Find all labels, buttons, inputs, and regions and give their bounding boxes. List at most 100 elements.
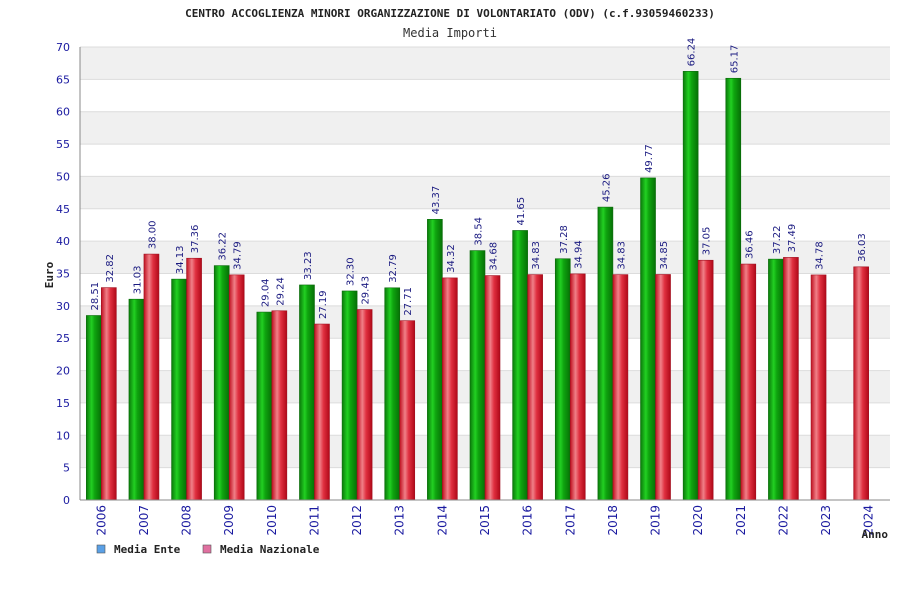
bar-media-nazionale-2013 — [399, 320, 416, 501]
legend-label-media-ente: Media Ente — [114, 543, 181, 556]
data-label: 65.17 — [729, 45, 740, 74]
chart-subtitle: Media Importi — [403, 26, 497, 40]
y-axis-label: Euro — [43, 261, 56, 288]
chart-title: CENTRO ACCOGLIENZA MINORI ORGANIZZAZIONE… — [185, 7, 715, 20]
bar-media-nazionale-2024 — [853, 266, 869, 501]
y-axis-ticks: 0 5 10 15 20 25 30 35 40 45 50 55 60 65 70 — [56, 41, 70, 507]
data-label: 29.04 — [260, 278, 271, 307]
data-label: 37.22 — [772, 225, 783, 254]
y-tick-label: 0 — [63, 494, 70, 507]
x-tick-label: 2013 — [393, 505, 407, 536]
bar-media-nazionale-2017 — [569, 273, 586, 501]
bar-media-ente-2006 — [86, 315, 102, 501]
x-tick-label: 2015 — [478, 505, 492, 536]
data-label: 38.00 — [147, 220, 158, 249]
y-tick-label: 35 — [56, 268, 70, 281]
grid-band — [80, 176, 890, 209]
y-tick-label: 30 — [56, 300, 70, 313]
x-tick-label: 2009 — [222, 505, 236, 536]
data-label: 37.49 — [787, 224, 798, 253]
data-label: 49.77 — [644, 144, 655, 173]
bar-media-nazionale-2007 — [143, 253, 160, 501]
y-tick-label: 60 — [56, 106, 70, 119]
data-label: 34.83 — [531, 241, 542, 270]
data-label: 32.30 — [346, 257, 357, 286]
legend-swatch-media-ente — [96, 544, 106, 554]
x-tick-label: 2021 — [734, 505, 748, 536]
data-label: 34.85 — [659, 241, 670, 270]
bar-media-ente-2012 — [341, 290, 358, 501]
x-tick-label: 2022 — [776, 505, 790, 536]
x-tick-label: 2007 — [137, 505, 151, 536]
data-label: 37.28 — [559, 225, 570, 254]
bar-media-ente-2021 — [725, 77, 742, 501]
data-label: 31.03 — [132, 266, 143, 295]
x-tick-label: 2010 — [265, 505, 279, 536]
data-label: 34.68 — [489, 242, 500, 271]
bar-media-nazionale-2020 — [697, 259, 714, 501]
data-label: 34.78 — [815, 241, 826, 270]
bar-media-ente-2007 — [128, 298, 145, 501]
bar-media-ente-2017 — [554, 258, 571, 501]
bar-media-ente-2010 — [256, 311, 273, 501]
x-tick-label: 2014 — [435, 505, 449, 536]
data-label: 28.51 — [90, 282, 101, 311]
bar-media-ente-2008 — [171, 278, 187, 501]
data-labels: 28.51 32.82 31.03 38.00 34.13 37.36 36.22 34.79… — [90, 38, 868, 319]
x-tick-label: 2011 — [307, 505, 321, 536]
grid-band — [80, 111, 890, 145]
bar-media-nazionale-2010 — [271, 310, 288, 501]
bar-media-nazionale-2009 — [228, 274, 245, 501]
bar-media-ente-2019 — [640, 177, 656, 501]
data-label: 34.94 — [574, 240, 585, 269]
data-label: 32.82 — [105, 254, 116, 283]
grid-band — [80, 47, 890, 80]
data-label: 27.71 — [403, 287, 414, 316]
data-label: 34.13 — [175, 245, 186, 274]
data-label: 36.03 — [857, 233, 868, 262]
bars — [86, 71, 869, 501]
x-tick-label: 2023 — [819, 505, 833, 536]
data-label: 36.46 — [744, 230, 755, 259]
bar-media-nazionale-2022 — [783, 257, 799, 501]
bar-media-ente-2014 — [427, 219, 443, 501]
legend-swatch-media-nazionale — [202, 544, 212, 554]
data-label: 29.24 — [275, 277, 286, 306]
bar-media-nazionale-2023 — [810, 274, 827, 501]
y-tick-label: 65 — [56, 73, 70, 86]
bar-media-nazionale-2011 — [314, 323, 330, 501]
y-tick-label: 50 — [56, 170, 70, 183]
bar-media-ente-2020 — [682, 71, 699, 501]
y-tick-label: 25 — [56, 332, 70, 345]
x-axis-ticks: 2006 2007 2008 2009 2010 2011 2012 2013 2014 2015… — [94, 505, 875, 536]
y-tick-label: 40 — [56, 235, 70, 248]
x-tick-label: 2019 — [649, 505, 663, 536]
bar-media-ente-2009 — [213, 265, 230, 501]
data-label: 32.79 — [388, 254, 399, 283]
data-label: 34.83 — [616, 241, 627, 270]
data-label: 27.19 — [318, 290, 329, 319]
x-tick-label: 2008 — [180, 505, 194, 536]
x-tick-label: 2012 — [350, 505, 364, 536]
bar-media-ente-2018 — [597, 206, 614, 501]
bar-media-nazionale-2016 — [527, 274, 543, 501]
y-tick-label: 10 — [56, 429, 70, 442]
data-label: 33.23 — [303, 251, 314, 280]
data-label: 29.43 — [361, 276, 372, 305]
bar-media-nazionale-2014 — [442, 277, 458, 501]
bar-media-nazionale-2019 — [655, 274, 671, 501]
y-tick-label: 45 — [56, 203, 70, 216]
bar-media-ente-2015 — [469, 250, 486, 501]
x-tick-label: 2020 — [691, 505, 705, 536]
data-label: 38.54 — [474, 217, 485, 246]
y-tick-label: 5 — [63, 462, 70, 475]
legend-label-media-nazionale: Media Nazionale — [220, 543, 320, 556]
bar-media-nazionale-2006 — [101, 287, 117, 501]
data-label: 34.32 — [446, 244, 457, 273]
legend: Media Ente Media Nazionale — [96, 543, 320, 556]
y-tick-label: 15 — [56, 397, 70, 410]
y-tick-label: 70 — [56, 41, 70, 54]
bar-media-nazionale-2008 — [186, 257, 202, 501]
bar-media-ente-2013 — [384, 287, 401, 501]
